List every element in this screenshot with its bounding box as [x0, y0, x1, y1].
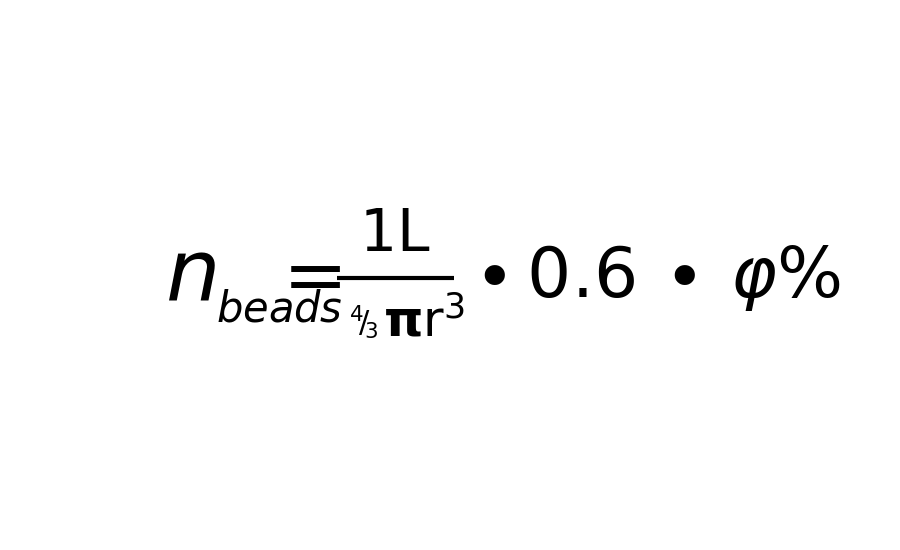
Text: $=$: $=$: [267, 240, 341, 316]
Text: $\mathit{n}$: $\mathit{n}$: [165, 234, 215, 317]
Text: $\mathit{beads}$: $\mathit{beads}$: [216, 289, 343, 331]
Text: $\bullet\,0.6\,\bullet\,\varphi\%$: $\bullet\,0.6\,\bullet\,\varphi\%$: [472, 243, 841, 313]
Text: $\mathbf{\pi}\mathrm{r}^3$: $\mathbf{\pi}\mathrm{r}^3$: [383, 298, 465, 347]
Text: $\mathit{^4\!/\!_3}$: $\mathit{^4\!/\!_3}$: [349, 304, 378, 341]
Text: $\mathrm{1L}$: $\mathrm{1L}$: [359, 207, 431, 263]
